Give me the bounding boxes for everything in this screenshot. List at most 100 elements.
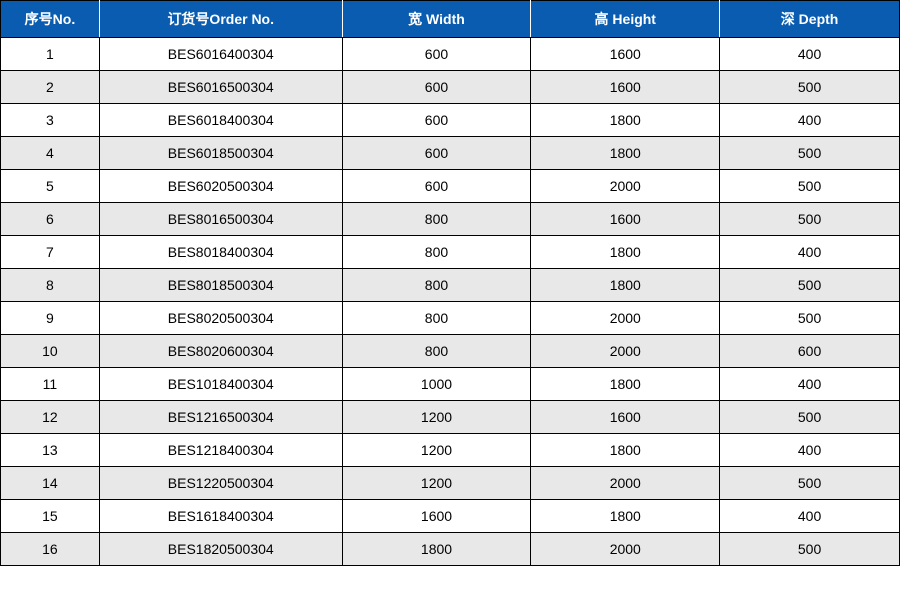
cell: 800 (342, 302, 531, 335)
cell: 500 (720, 533, 900, 566)
cell: 5 (1, 170, 100, 203)
cell: BES6018400304 (99, 104, 342, 137)
cell: 1600 (531, 203, 720, 236)
table-row: 12BES121650030412001600500 (1, 401, 900, 434)
cell: 800 (342, 335, 531, 368)
cell: 1800 (531, 236, 720, 269)
cell: 600 (342, 71, 531, 104)
cell: BES6016500304 (99, 71, 342, 104)
cell: BES8018400304 (99, 236, 342, 269)
table-row: 7BES80184003048001800400 (1, 236, 900, 269)
cell: BES8018500304 (99, 269, 342, 302)
table-row: 1BES60164003046001600400 (1, 38, 900, 71)
cell: 1 (1, 38, 100, 71)
cell: BES8016500304 (99, 203, 342, 236)
cell: BES1218400304 (99, 434, 342, 467)
cell: 7 (1, 236, 100, 269)
cell: 3 (1, 104, 100, 137)
col-header-depth: 深 Depth (720, 1, 900, 38)
cell: 800 (342, 269, 531, 302)
table-row: 8BES80185003048001800500 (1, 269, 900, 302)
cell: 1200 (342, 467, 531, 500)
cell: 2000 (531, 467, 720, 500)
cell: 12 (1, 401, 100, 434)
col-header-order: 订货号Order No. (99, 1, 342, 38)
cell: 1600 (342, 500, 531, 533)
cell: 9 (1, 302, 100, 335)
cell: 400 (720, 434, 900, 467)
cell: 1600 (531, 401, 720, 434)
cell: 600 (720, 335, 900, 368)
cell: 11 (1, 368, 100, 401)
cell: 1800 (531, 368, 720, 401)
cell: 800 (342, 236, 531, 269)
cell: 400 (720, 368, 900, 401)
table-row: 3BES60184003046001800400 (1, 104, 900, 137)
cell: 1800 (342, 533, 531, 566)
cell: BES8020600304 (99, 335, 342, 368)
cell: 400 (720, 236, 900, 269)
cell: 800 (342, 203, 531, 236)
cell: 600 (342, 137, 531, 170)
cell: 4 (1, 137, 100, 170)
cell: 1800 (531, 500, 720, 533)
cell: 1600 (531, 38, 720, 71)
cell: 500 (720, 467, 900, 500)
col-header-no: 序号No. (1, 1, 100, 38)
cell: 400 (720, 500, 900, 533)
table-header: 序号No. 订货号Order No. 宽 Width 高 Height 深 De… (1, 1, 900, 38)
cell: 600 (342, 104, 531, 137)
col-header-height: 高 Height (531, 1, 720, 38)
cell: BES6020500304 (99, 170, 342, 203)
table-row: 11BES101840030410001800400 (1, 368, 900, 401)
cell: 500 (720, 269, 900, 302)
cell: 1000 (342, 368, 531, 401)
cell: BES1018400304 (99, 368, 342, 401)
cell: 2 (1, 71, 100, 104)
cell: 2000 (531, 533, 720, 566)
table-row: 6BES80165003048001600500 (1, 203, 900, 236)
cell: 16 (1, 533, 100, 566)
cell: 1200 (342, 401, 531, 434)
cell: BES1618400304 (99, 500, 342, 533)
cell: 13 (1, 434, 100, 467)
cell: 500 (720, 137, 900, 170)
header-row: 序号No. 订货号Order No. 宽 Width 高 Height 深 De… (1, 1, 900, 38)
cell: BES8020500304 (99, 302, 342, 335)
cell: 400 (720, 104, 900, 137)
cell: 1800 (531, 434, 720, 467)
table-body: 1BES601640030460016004002BES601650030460… (1, 38, 900, 566)
cell: 2000 (531, 170, 720, 203)
cell: BES6016400304 (99, 38, 342, 71)
cell: 500 (720, 203, 900, 236)
table-row: 4BES60185003046001800500 (1, 137, 900, 170)
cell: 600 (342, 170, 531, 203)
table-row: 10BES80206003048002000600 (1, 335, 900, 368)
cell: 500 (720, 302, 900, 335)
cell: 10 (1, 335, 100, 368)
table-row: 13BES121840030412001800400 (1, 434, 900, 467)
cell: 1800 (531, 104, 720, 137)
cell: 400 (720, 38, 900, 71)
cell: 600 (342, 38, 531, 71)
cell: 2000 (531, 302, 720, 335)
spec-table: 序号No. 订货号Order No. 宽 Width 高 Height 深 De… (0, 0, 900, 566)
cell: 1800 (531, 137, 720, 170)
table-row: 9BES80205003048002000500 (1, 302, 900, 335)
cell: 2000 (531, 335, 720, 368)
cell: 1200 (342, 434, 531, 467)
cell: 14 (1, 467, 100, 500)
cell: BES1220500304 (99, 467, 342, 500)
table-row: 2BES60165003046001600500 (1, 71, 900, 104)
cell: 500 (720, 170, 900, 203)
cell: 8 (1, 269, 100, 302)
cell: 500 (720, 71, 900, 104)
col-header-width: 宽 Width (342, 1, 531, 38)
table-row: 5BES60205003046002000500 (1, 170, 900, 203)
cell: BES1216500304 (99, 401, 342, 434)
table-row: 16BES182050030418002000500 (1, 533, 900, 566)
cell: 6 (1, 203, 100, 236)
cell: 15 (1, 500, 100, 533)
cell: 500 (720, 401, 900, 434)
table-row: 14BES122050030412002000500 (1, 467, 900, 500)
